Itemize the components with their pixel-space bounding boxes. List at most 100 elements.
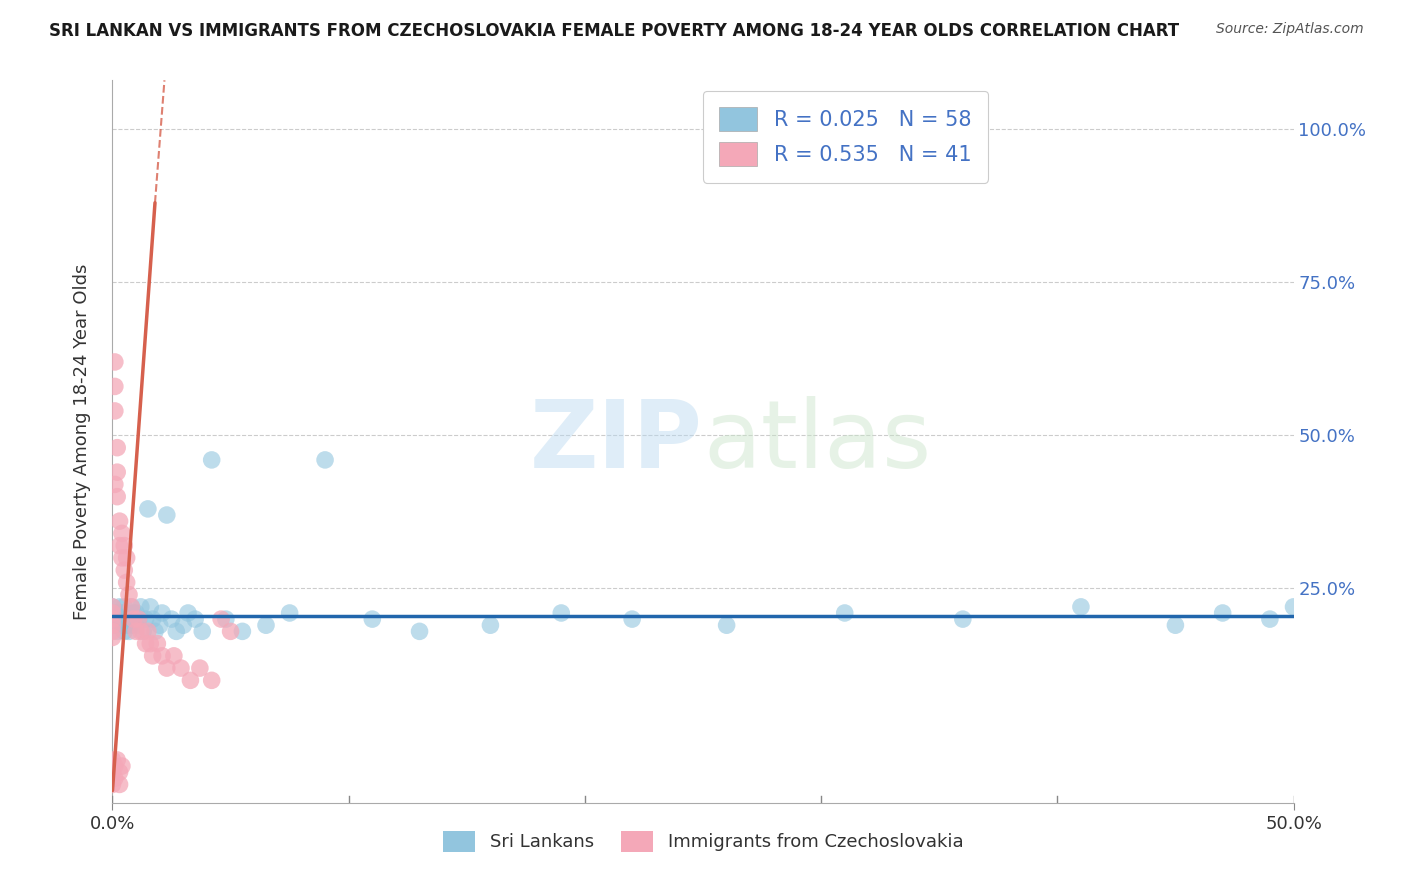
Point (188, 661, 211, 675)
Point (101, 777, 124, 791)
Point (111, 550, 134, 565)
Point (278, 606, 301, 620)
Point (621, 612, 644, 626)
Point (177, 606, 200, 620)
Point (135, 612, 157, 626)
Point (1282, 599, 1305, 614)
Point (118, 624, 141, 639)
Point (165, 624, 187, 639)
Point (314, 453, 336, 467)
Point (122, 612, 145, 626)
Point (201, 673, 224, 688)
Point (120, 599, 142, 614)
Point (104, 379, 127, 393)
Point (172, 618, 194, 632)
Point (149, 618, 172, 632)
Point (136, 624, 159, 639)
Point (101, 606, 124, 620)
Point (104, 606, 127, 620)
Point (115, 575, 138, 590)
Point (108, 612, 131, 626)
Point (108, 777, 131, 791)
Point (170, 661, 193, 675)
Point (105, 624, 128, 639)
Point (1258, 612, 1281, 626)
Point (104, 355, 127, 369)
Point (143, 624, 166, 639)
Point (108, 765, 131, 780)
Point (179, 673, 201, 688)
Point (231, 624, 253, 639)
Point (115, 550, 138, 565)
Point (104, 772, 127, 786)
Point (105, 441, 128, 455)
Point (142, 612, 165, 626)
Point (105, 465, 128, 479)
Text: SRI LANKAN VS IMMIGRANTS FROM CZECHOSLOVAKIA FEMALE POVERTY AMONG 18-24 YEAR OLD: SRI LANKAN VS IMMIGRANTS FROM CZECHOSLOV… (49, 22, 1180, 40)
Point (120, 599, 142, 614)
Point (716, 618, 738, 632)
Point (139, 637, 162, 651)
Point (156, 661, 179, 675)
Point (112, 539, 135, 553)
Point (112, 612, 135, 626)
Point (101, 599, 124, 614)
Point (146, 637, 169, 651)
Point (118, 588, 141, 602)
Point (108, 514, 131, 528)
Point (1164, 618, 1187, 632)
Point (127, 612, 149, 626)
Point (156, 508, 179, 522)
Point (479, 618, 502, 632)
Point (101, 624, 124, 639)
Point (122, 612, 145, 626)
Point (201, 453, 224, 467)
Point (184, 612, 207, 626)
Point (101, 753, 124, 767)
Point (209, 612, 232, 626)
Point (120, 618, 142, 632)
Point (125, 606, 148, 620)
Point (101, 765, 124, 780)
Point (834, 606, 856, 620)
Point (191, 624, 214, 639)
Point (112, 599, 135, 614)
Point (125, 624, 148, 639)
Text: Source: ZipAtlas.com: Source: ZipAtlas.com (1216, 22, 1364, 37)
Point (122, 606, 145, 620)
Point (150, 648, 173, 663)
Point (108, 539, 131, 553)
Point (111, 618, 134, 632)
Point (127, 612, 149, 626)
Point (160, 612, 183, 626)
Point (104, 618, 127, 632)
Point (125, 618, 148, 632)
Point (105, 753, 128, 767)
Point (1212, 606, 1234, 620)
Point (129, 624, 152, 639)
Text: ZIP: ZIP (530, 395, 703, 488)
Y-axis label: Female Poverty Among 18-24 Year Olds: Female Poverty Among 18-24 Year Olds (73, 263, 91, 620)
Point (135, 637, 157, 651)
Point (254, 618, 277, 632)
Point (111, 606, 134, 620)
Point (101, 631, 124, 645)
Point (112, 624, 135, 639)
Point (219, 624, 242, 639)
Point (408, 624, 430, 639)
Point (105, 612, 128, 626)
Point (104, 404, 127, 418)
Point (115, 606, 138, 620)
Point (101, 618, 124, 632)
Point (136, 502, 159, 516)
Point (139, 599, 162, 614)
Point (150, 606, 173, 620)
Point (111, 759, 134, 773)
Point (111, 526, 134, 541)
Point (132, 624, 155, 639)
Point (115, 618, 138, 632)
Point (952, 612, 974, 626)
Point (104, 477, 127, 491)
Text: atlas: atlas (703, 395, 931, 488)
Point (142, 648, 165, 663)
